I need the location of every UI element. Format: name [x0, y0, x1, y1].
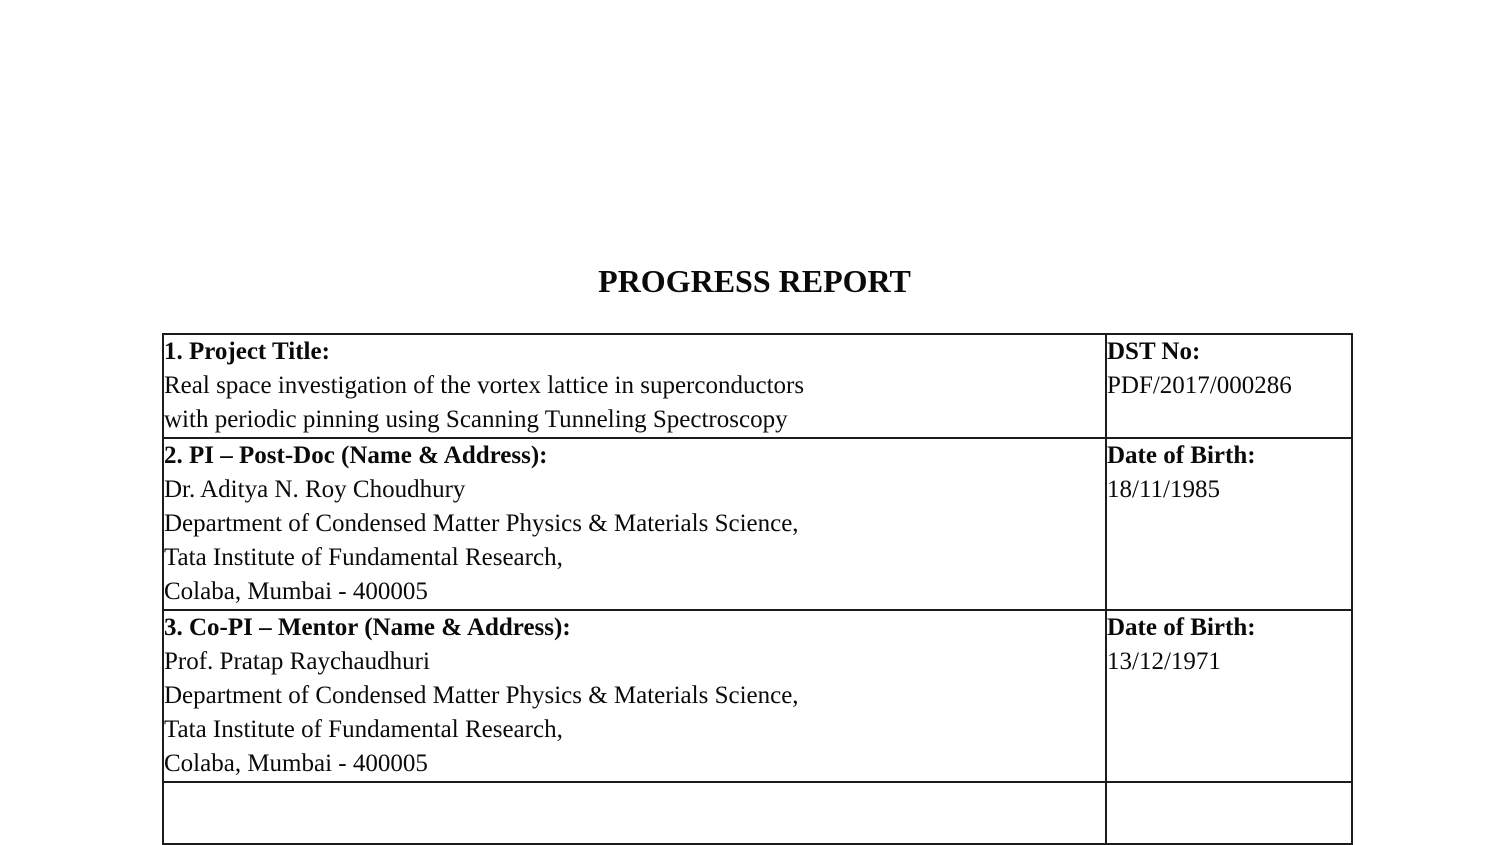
- cell-line: Real space investigation of the vortex l…: [164, 372, 805, 399]
- cell-line: Department of Condensed Matter Physics &…: [164, 510, 799, 537]
- copi-cell: 3. Co-PI – Mentor (Name & Address): Prof…: [162, 609, 1107, 783]
- cell-line: Dr. Aditya N. Roy Choudhury: [164, 476, 466, 503]
- table-row-copi: 3. Co-PI – Mentor (Name & Address): Prof…: [162, 609, 1353, 783]
- dst-no-cell: DST No: PDF/2017/000286: [1105, 333, 1353, 439]
- dst-no-value: PDF/2017/000286: [1107, 372, 1292, 399]
- dob-value: 13/12/1971: [1107, 648, 1221, 675]
- row-label: 1. Project Title:: [164, 338, 330, 365]
- table-row-pi: 2. PI – Post-Doc (Name & Address): Dr. A…: [162, 437, 1353, 611]
- dob-label: Date of Birth:: [1107, 614, 1256, 641]
- table-row-clipped: [162, 781, 1353, 845]
- project-title-cell: 1. Project Title: Real space investigati…: [162, 333, 1107, 439]
- cell-line: with periodic pinning using Scanning Tun…: [164, 406, 788, 433]
- cell-line: Colaba, Mumbai - 400005: [164, 750, 428, 777]
- cell-line: Department of Condensed Matter Physics &…: [164, 682, 799, 709]
- cell-line: Colaba, Mumbai - 400005: [164, 578, 428, 605]
- document-page: PROGRESS REPORT 1. Project Title: Real s…: [162, 263, 1353, 845]
- dst-no-label: DST No:: [1107, 338, 1201, 365]
- row-label: 3. Co-PI – Mentor (Name & Address):: [164, 614, 571, 641]
- dob-label: Date of Birth:: [1107, 442, 1256, 469]
- clipped-side-cell: [1105, 781, 1353, 845]
- pi-cell: 2. PI – Post-Doc (Name & Address): Dr. A…: [162, 437, 1107, 611]
- report-title: PROGRESS REPORT: [598, 263, 911, 299]
- cell-line: Tata Institute of Fundamental Research,: [164, 544, 563, 571]
- report-table: 1. Project Title: Real space investigati…: [162, 333, 1353, 845]
- clipped-cell: [162, 781, 1107, 845]
- dob-value: 18/11/1985: [1107, 476, 1220, 503]
- cell-line: Tata Institute of Fundamental Research,: [164, 716, 563, 743]
- table-row-project-title: 1. Project Title: Real space investigati…: [162, 333, 1353, 439]
- row-label: 2. PI – Post-Doc (Name & Address):: [164, 442, 548, 469]
- pi-dob-cell: Date of Birth: 18/11/1985: [1105, 437, 1353, 611]
- copi-dob-cell: Date of Birth: 13/12/1971: [1105, 609, 1353, 783]
- cell-line: Prof. Pratap Raychaudhuri: [164, 648, 430, 675]
